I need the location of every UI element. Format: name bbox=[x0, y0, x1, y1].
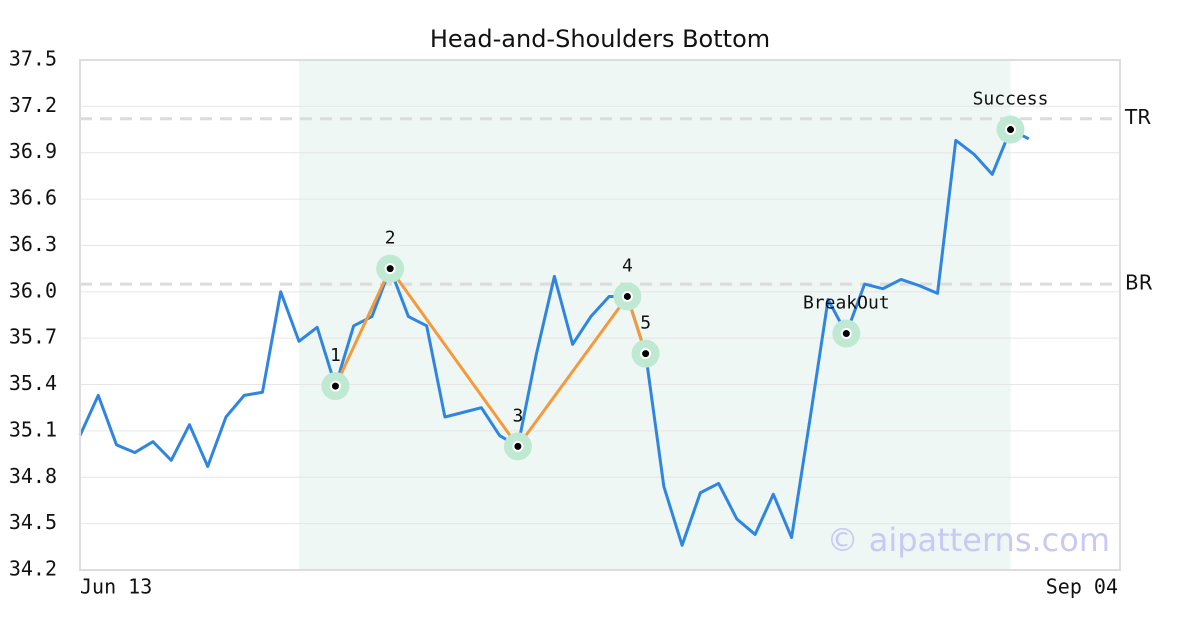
marker-dot bbox=[640, 348, 652, 360]
level-label: TR bbox=[1124, 105, 1151, 129]
marker-label: 5 bbox=[640, 313, 651, 334]
marker-label: BreakOut bbox=[803, 293, 890, 314]
plot-frame bbox=[79, 59, 1121, 571]
y-tick-label: 36.6 bbox=[9, 186, 57, 210]
y-tick-label: 36.3 bbox=[9, 232, 57, 256]
x-tick-label: Jun 13 bbox=[80, 575, 152, 599]
marker-dot bbox=[840, 328, 852, 340]
y-tick-label: 37.5 bbox=[9, 47, 57, 71]
marker-label: Success bbox=[973, 89, 1049, 110]
marker-dot bbox=[512, 440, 524, 452]
level-label: BR bbox=[1125, 271, 1153, 295]
y-tick-label: 37.2 bbox=[9, 93, 57, 117]
marker-dot bbox=[329, 380, 341, 392]
y-tick-label: 34.2 bbox=[9, 557, 57, 581]
price-line bbox=[78, 128, 1030, 547]
y-tick-label: 36.0 bbox=[9, 278, 57, 302]
chart-title: Head-and-Shoulders Bottom bbox=[430, 25, 770, 53]
y-tick-label: 34.8 bbox=[9, 464, 57, 488]
marker-label: 2 bbox=[385, 228, 396, 249]
marker-dot bbox=[1005, 124, 1017, 136]
pattern-region bbox=[298, 60, 1011, 570]
y-tick-label: 34.5 bbox=[9, 510, 57, 534]
y-tick-label: 35.7 bbox=[9, 325, 57, 349]
marker-dot bbox=[384, 263, 396, 275]
marker-label: 3 bbox=[512, 405, 523, 426]
watermark: © aipatterns.com bbox=[827, 521, 1110, 559]
y-tick-label: 35.1 bbox=[9, 417, 57, 441]
y-tick-label: 36.9 bbox=[9, 139, 57, 163]
marker-label: 1 bbox=[330, 345, 341, 366]
marker-label: 4 bbox=[622, 255, 633, 276]
marker-dot bbox=[621, 290, 633, 302]
x-tick-label: Sep 04 bbox=[1046, 575, 1118, 599]
y-tick-label: 35.4 bbox=[9, 371, 57, 395]
